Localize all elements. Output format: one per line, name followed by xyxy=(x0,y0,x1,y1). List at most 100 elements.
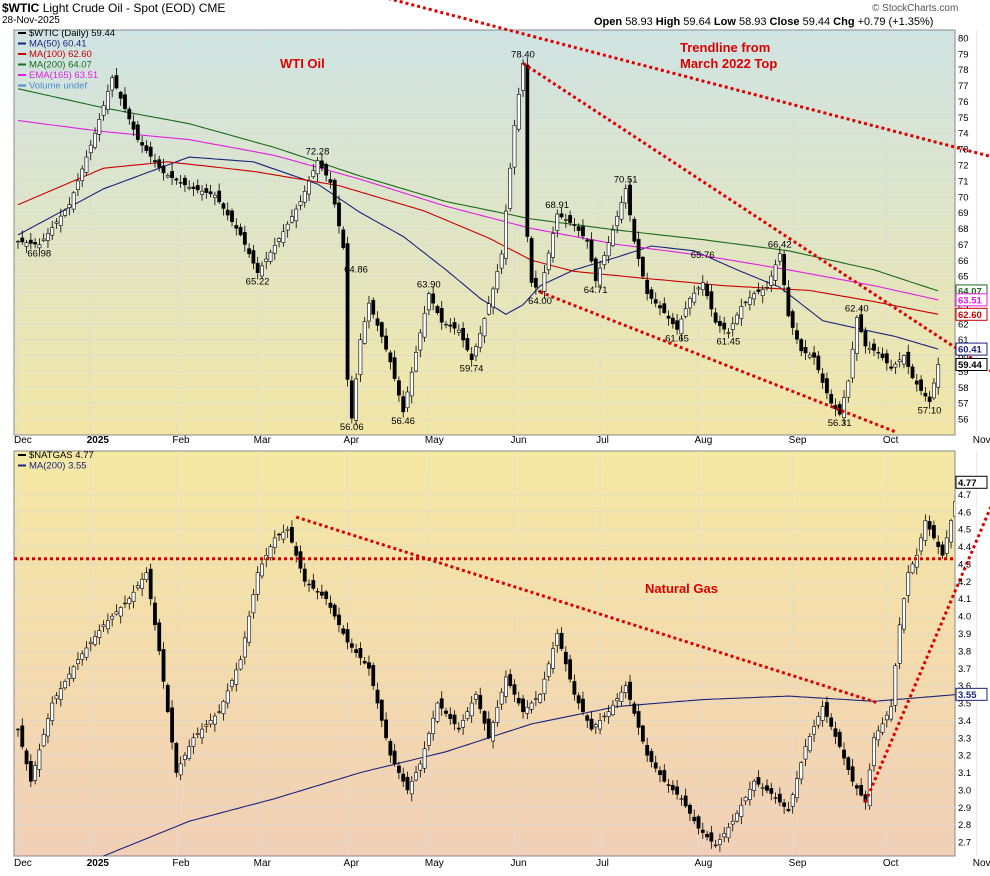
top-candle-body-72 xyxy=(324,164,329,176)
top-candle-body-199 xyxy=(867,347,872,350)
bot-badge-box-0 xyxy=(955,475,988,489)
bot-candle-body-27 xyxy=(131,591,136,602)
bot-candle-body-181 xyxy=(790,794,795,807)
top-candle-body-2 xyxy=(24,242,29,247)
top-candle-body-21 xyxy=(105,91,110,110)
top-candle-body-187 xyxy=(816,355,821,371)
bot-candle-body-89 xyxy=(397,765,401,773)
top-candle-body-195 xyxy=(850,348,855,379)
top-y-tick-20: 76 xyxy=(958,97,969,108)
bot-candle-body-108 xyxy=(478,694,483,710)
bot-y-tick-2: 2.9 xyxy=(958,803,971,814)
top-candle-body-65 xyxy=(294,208,299,222)
bot-candle-body-16 xyxy=(84,647,89,658)
top-peak-label-0: 66.98 xyxy=(27,249,51,260)
top-candle-body-46 xyxy=(212,194,217,198)
bot-candle-body-110 xyxy=(486,718,491,739)
top-candle-body-163 xyxy=(713,312,718,323)
bot-candle-body-14 xyxy=(76,659,80,665)
bot-candle-body-122 xyxy=(538,694,543,703)
top-candle-body-123 xyxy=(542,272,547,292)
bot-candle-body-115 xyxy=(508,674,513,686)
bot-y-tick-16: 4.3 xyxy=(958,559,971,570)
bot-candle-body-187 xyxy=(816,716,821,726)
bot-x-tick-11: Nov xyxy=(973,858,990,869)
bot-candle-body-131 xyxy=(576,695,581,704)
top-candle-body-114 xyxy=(504,210,508,259)
bot-candle-body-127 xyxy=(559,632,564,650)
natgas-panel: 2.72.82.93.03.13.23.33.43.53.63.73.83.94… xyxy=(13,450,990,869)
bot-y-tick-11: 3.8 xyxy=(958,646,971,657)
bot-candle-body-111 xyxy=(491,722,495,742)
bot-candle-body-191 xyxy=(833,728,838,737)
bot-x-tick-2: Feb xyxy=(172,858,190,869)
wti-oil-annotation: WTI Oil xyxy=(280,56,325,71)
bot-y-tick-15: 4.2 xyxy=(958,577,971,588)
bot-candle-body-153 xyxy=(670,785,675,791)
top-y-tick-5: 61 xyxy=(958,335,969,346)
bot-candle-body-109 xyxy=(482,711,487,724)
bot-y-tick-12: 3.9 xyxy=(958,629,971,640)
top-candle-body-52 xyxy=(238,227,243,236)
bot-candle-body-121 xyxy=(533,698,538,700)
bot-candle-body-215 xyxy=(936,541,941,547)
bot-candle-body-28 xyxy=(135,585,140,589)
bot-candle-body-7 xyxy=(46,718,50,737)
bot-y-tick-10: 3.7 xyxy=(958,664,971,675)
top-peak-label-1: 65.22 xyxy=(246,277,270,288)
top-y-tick-18: 74 xyxy=(958,129,969,140)
top-candle-body-196 xyxy=(854,317,859,354)
bot-candle-body-20 xyxy=(101,624,106,627)
top-candle-body-126 xyxy=(555,213,560,231)
bot-candle-body-75 xyxy=(337,614,341,626)
wtic-x-axis: Dec 2025 Feb Mar Apr May Jun Jul Aug Sep Oct Nov xyxy=(14,435,990,446)
bot-candle-body-94 xyxy=(418,763,423,771)
bot-candle-body-150 xyxy=(658,770,662,776)
bot-candle-body-74 xyxy=(332,604,337,617)
top-candle-body-1 xyxy=(20,237,25,243)
bot-candle-body-64 xyxy=(290,526,294,543)
top-candle-body-8 xyxy=(50,227,55,236)
top-candle-body-20 xyxy=(101,105,106,116)
bot-candle-body-85 xyxy=(379,699,384,721)
wtic-candles xyxy=(16,57,941,426)
bot-candle-body-56 xyxy=(255,572,260,595)
top-candle-body-212 xyxy=(923,392,928,397)
top-peak-label-4: 56.06 xyxy=(340,422,364,433)
top-candle-body-66 xyxy=(298,201,303,206)
top-candle-body-98 xyxy=(435,305,440,314)
top-candle-body-5 xyxy=(37,244,42,249)
bot-candle-body-156 xyxy=(683,795,688,807)
top-candle-body-136 xyxy=(598,267,602,286)
top-candle-body-16 xyxy=(84,156,89,173)
top-candle-body-67 xyxy=(302,190,307,203)
bot-candle-body-216 xyxy=(940,544,945,556)
bot-candle-body-188 xyxy=(820,706,825,721)
bot-candle-body-117 xyxy=(516,697,521,704)
top-candle-body-202 xyxy=(880,353,885,359)
bot-candle-body-143 xyxy=(628,681,632,700)
bot-candle-body-209 xyxy=(910,563,915,574)
top-candle-body-70 xyxy=(315,160,320,175)
top-candle-body-159 xyxy=(696,287,701,290)
natgas-x-axis: Dec 2025 Feb Mar Apr May Jun Jul Aug Sep Oct Nov xyxy=(14,858,990,869)
top-badge-box-1 xyxy=(955,293,988,307)
top-candle-body-158 xyxy=(692,292,697,303)
top-candle-body-145 xyxy=(636,238,641,260)
bot-candle-body-208 xyxy=(906,572,911,596)
bot-candle-body-77 xyxy=(345,629,350,643)
bot-candle-body-104 xyxy=(461,720,466,728)
top-y-tick-14: 70 xyxy=(958,192,969,203)
top-y-tick-9: 65 xyxy=(958,272,969,283)
top-y-tick-22: 78 xyxy=(958,65,969,76)
bot-candle-body-155 xyxy=(679,798,684,800)
top-candle-body-82 xyxy=(367,302,371,322)
top-candle-body-109 xyxy=(482,318,487,337)
bot-candle-body-140 xyxy=(615,698,620,702)
top-candle-body-162 xyxy=(709,291,714,310)
top-y-tick-11: 67 xyxy=(958,240,969,251)
instrument-title: Light Crude Oil - Spot (EOD) xyxy=(42,1,196,15)
bot-candle-body-183 xyxy=(799,762,804,780)
bot-candle-body-170 xyxy=(743,796,748,802)
